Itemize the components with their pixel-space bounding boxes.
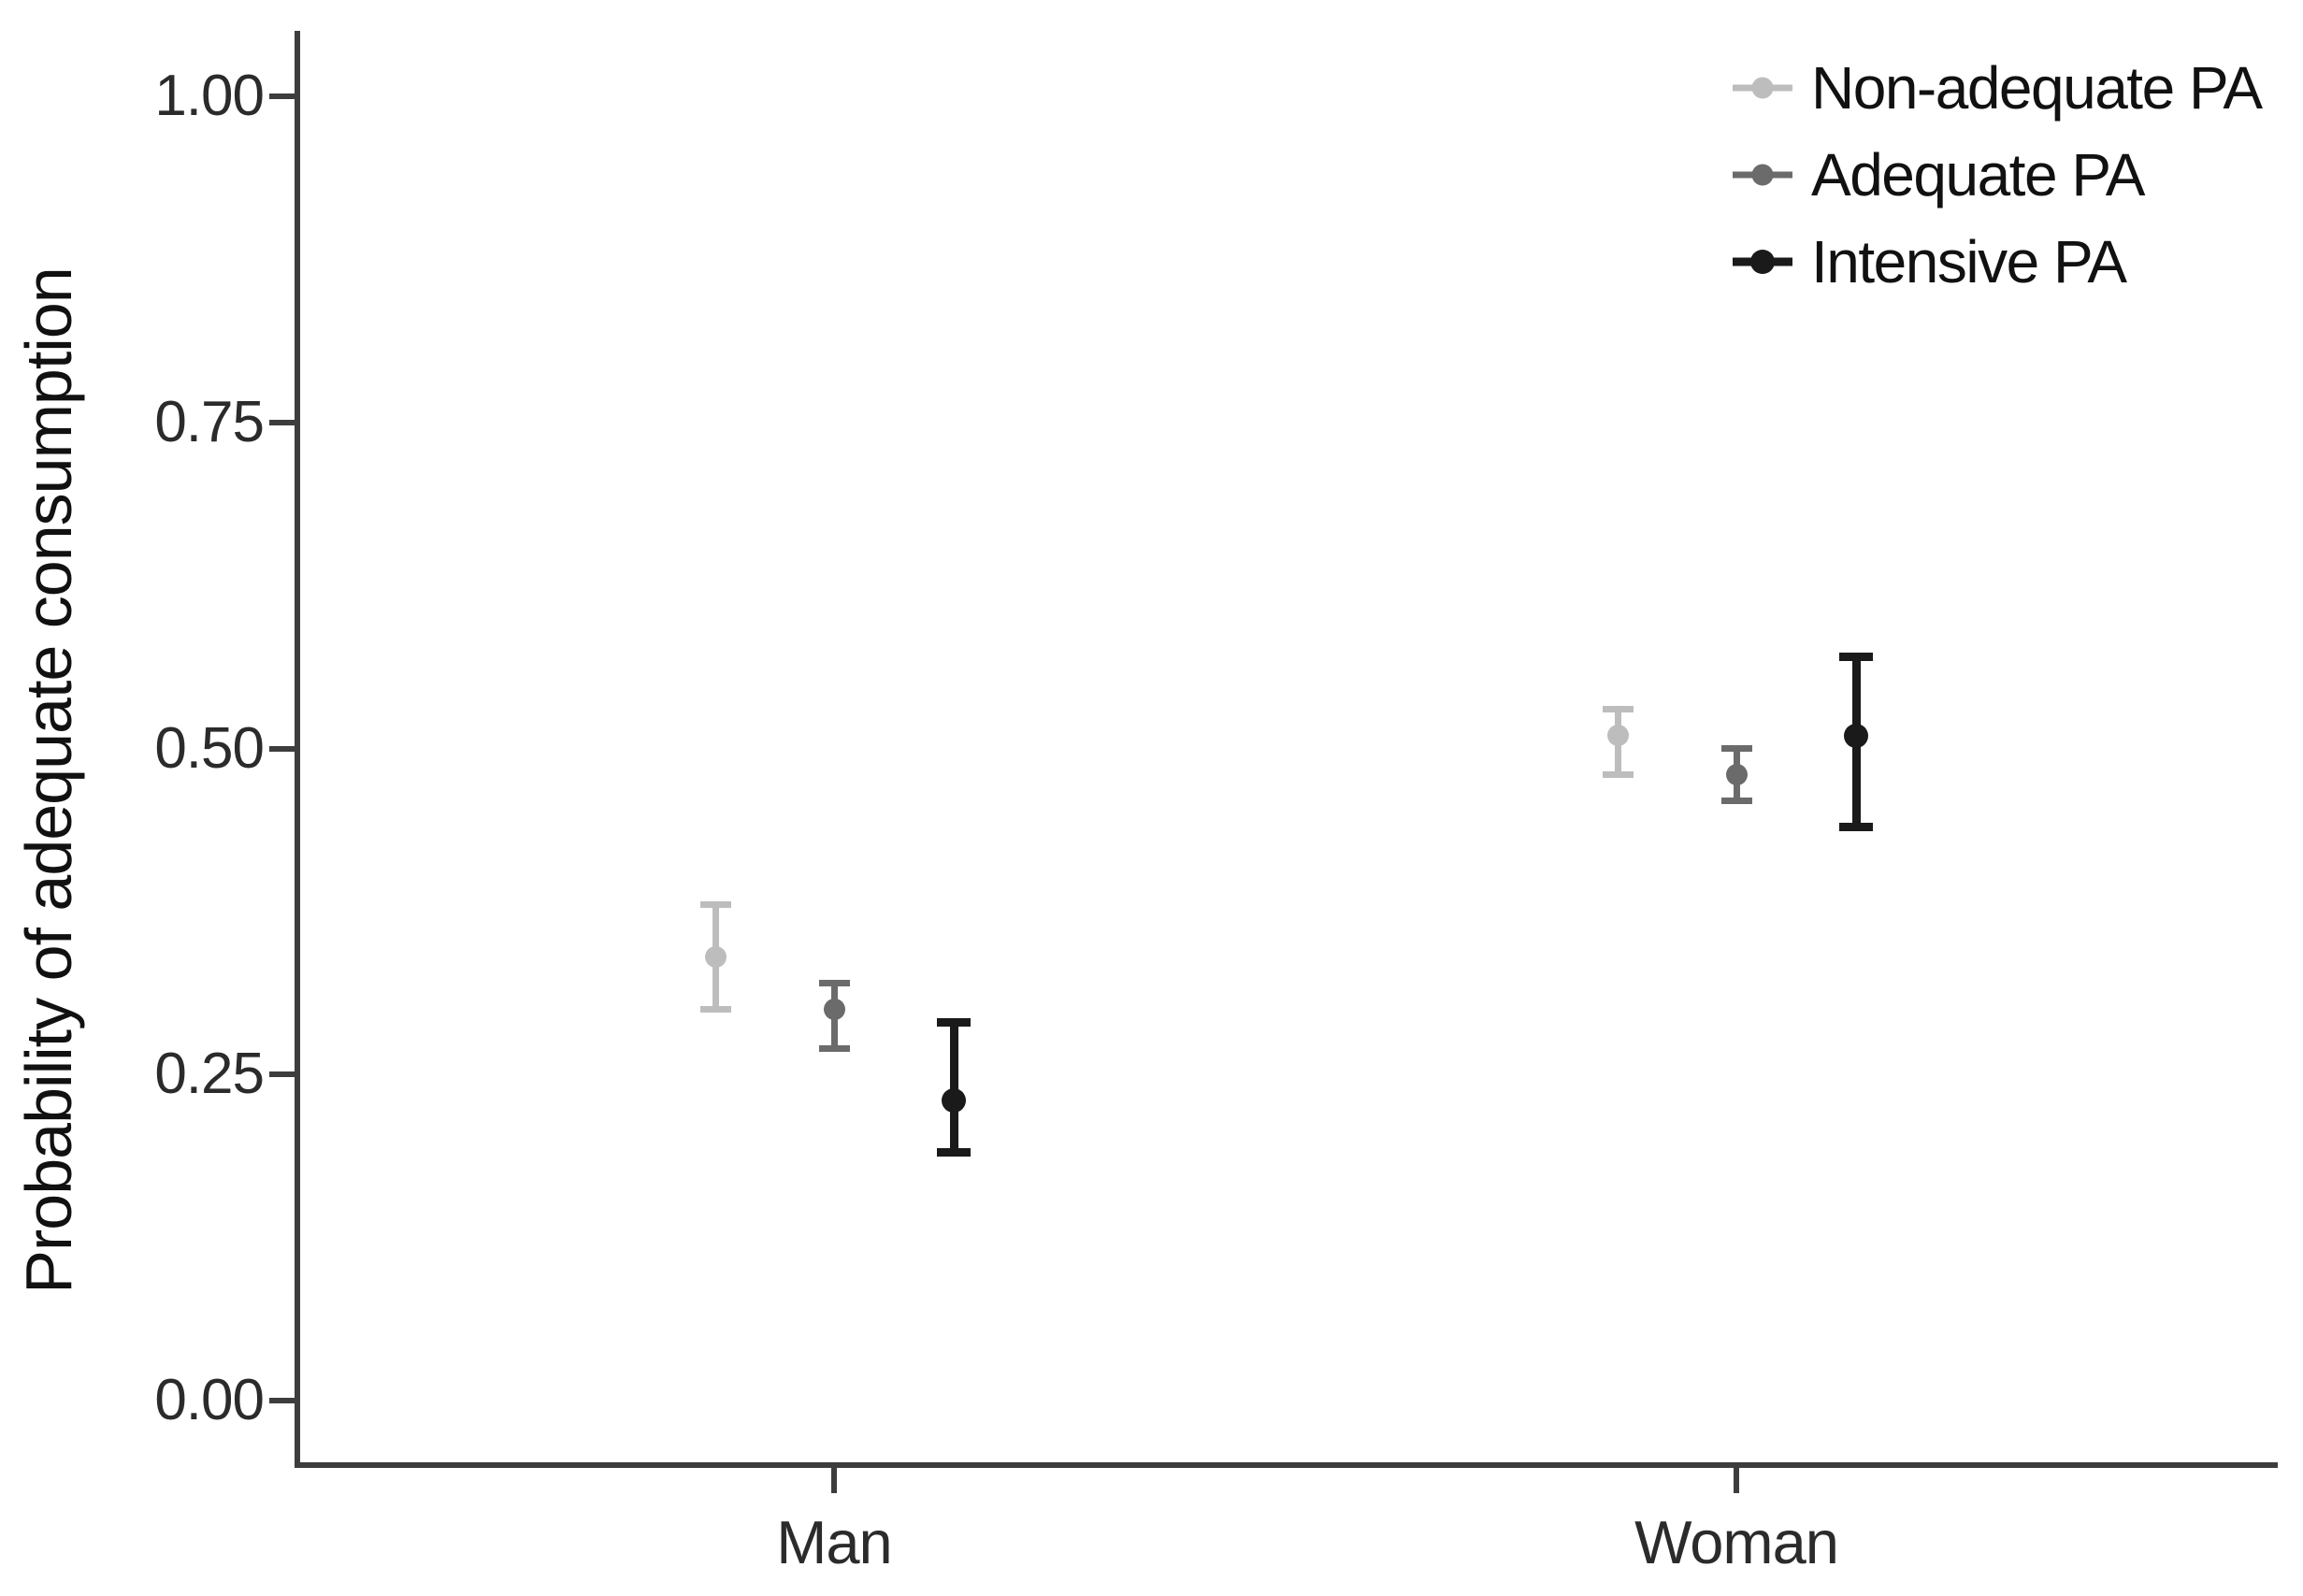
point-estimate-dot bbox=[1606, 725, 1629, 747]
error-bar-cap-bottom bbox=[699, 1006, 731, 1013]
point-estimate-dot bbox=[1844, 723, 1868, 748]
error-bar-cap-bottom bbox=[818, 1044, 850, 1052]
x-tick-label-woman: Woman bbox=[1634, 1508, 1839, 1576]
legend-key-dot bbox=[1751, 164, 1774, 185]
y-tick-mark bbox=[269, 93, 295, 99]
point-estimate-dot bbox=[704, 946, 727, 969]
x-tick-label-man: Man bbox=[776, 1508, 892, 1576]
y-tick-mark bbox=[269, 1071, 295, 1078]
x-tick-mark bbox=[1734, 1468, 1739, 1493]
error-bar-cap-top bbox=[1720, 745, 1752, 752]
x-axis-line bbox=[295, 1462, 2278, 1468]
y-tick-label: 0.75 bbox=[154, 389, 265, 454]
error-bar-cap-top bbox=[937, 1017, 971, 1027]
y-tick-label: 0.25 bbox=[154, 1042, 265, 1107]
y-tick-mark bbox=[269, 745, 295, 752]
y-tick-label: 0.00 bbox=[154, 1368, 265, 1432]
error-bar-cap-top bbox=[1602, 706, 1634, 713]
legend-label: Non-adequate PA bbox=[1811, 53, 2263, 122]
point-estimate-dot bbox=[823, 999, 845, 1020]
legend-item-adequate-pa: Adequate PA bbox=[1733, 131, 2262, 218]
legend-key-icon bbox=[1733, 69, 1792, 107]
error-bar-cap-bottom bbox=[937, 1148, 971, 1157]
point-estimate-dot bbox=[1725, 763, 1748, 785]
legend-label: Intensive PA bbox=[1811, 227, 2127, 295]
error-bar-cap-bottom bbox=[1839, 822, 1873, 831]
legend-key-icon bbox=[1733, 156, 1792, 194]
error-bar-cap-top bbox=[1839, 653, 1873, 662]
legend-item-non-adequate-pa: Non-adequate PA bbox=[1733, 44, 2263, 131]
error-bar-cap-top bbox=[818, 980, 850, 987]
error-bar-cap-bottom bbox=[1720, 797, 1752, 804]
error-bar-cap-top bbox=[699, 901, 731, 909]
legend-key-dot bbox=[1751, 77, 1774, 98]
y-tick-label: 0.50 bbox=[154, 715, 265, 781]
y-axis-line bbox=[295, 31, 300, 1468]
legend-label: Adequate PA bbox=[1811, 140, 2145, 208]
error-bar-line bbox=[949, 1022, 958, 1153]
y-tick-label: 1.00 bbox=[154, 64, 265, 128]
y-tick-mark bbox=[269, 419, 295, 425]
point-estimate-dot bbox=[942, 1088, 966, 1114]
legend: Non-adequate PA Adequate PA Intensive PA bbox=[1733, 44, 2263, 305]
legend-item-intensive-pa: Intensive PA bbox=[1733, 218, 2262, 305]
error-bar-cap-bottom bbox=[1602, 770, 1634, 778]
legend-key-icon bbox=[1733, 243, 1792, 280]
legend-key-dot bbox=[1750, 249, 1775, 274]
x-tick-mark bbox=[831, 1468, 837, 1493]
y-tick-mark bbox=[269, 1398, 295, 1403]
